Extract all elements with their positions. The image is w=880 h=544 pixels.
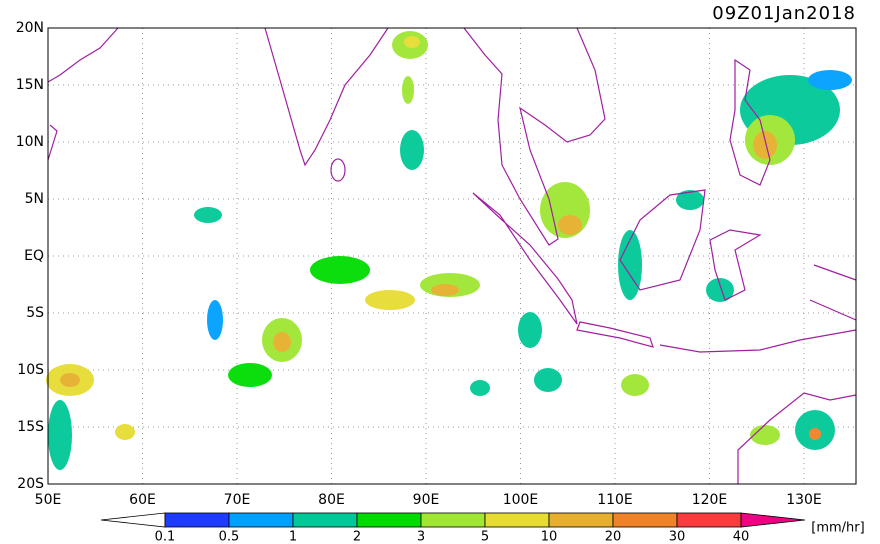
lon-label: 90E	[413, 492, 440, 508]
precipitation	[46, 31, 852, 470]
colorbar-label: 5	[481, 530, 489, 544]
colorbar-label: 30	[669, 530, 686, 544]
colorbar-swatch	[420, 512, 486, 528]
colorbar-end	[100, 512, 166, 528]
colorbar-swatch	[612, 512, 678, 528]
colorbar-end	[740, 512, 806, 528]
map-frame	[47, 27, 857, 485]
lon-label: 80E	[318, 492, 345, 508]
lon-label: 70E	[224, 492, 251, 508]
lat-label: 15N	[16, 77, 44, 93]
lat-label: 15S	[17, 419, 44, 435]
lat-label: EQ	[24, 248, 44, 264]
colorbar-swatch	[164, 512, 230, 528]
lat-label: 20S	[17, 476, 44, 492]
colorbar-label: 0.1	[155, 530, 176, 544]
colorbar-swatch	[228, 512, 294, 528]
colorbar-swatch	[292, 512, 358, 528]
colorbar: 0.1 0.5 1 2 3 5 10 20 30 40	[100, 512, 806, 544]
colorbar-swatch	[484, 512, 550, 528]
lon-label: 50E	[35, 492, 62, 508]
lon-label: 100E	[503, 492, 539, 508]
colorbar-label: 2	[353, 530, 361, 544]
colorbar-label: 20	[605, 530, 622, 544]
lat-label: 5N	[25, 191, 44, 207]
graticule: 50E 60E 70E 80E 90E 100E 110E 120E 130E 20N 15N 10N…	[16, 20, 856, 508]
lon-label: 130E	[786, 492, 822, 508]
colorbar-swatch	[676, 512, 742, 528]
lat-label: 10S	[17, 362, 44, 378]
colorbar-label: 0.5	[219, 530, 240, 544]
lon-label: 60E	[129, 492, 156, 508]
lat-label: 10N	[16, 134, 44, 150]
lat-label: 20N	[16, 20, 44, 36]
colorbar-label: 3	[417, 530, 425, 544]
colorbar-label: 40	[733, 530, 750, 544]
lat-label: 5S	[26, 305, 44, 321]
lon-label: 120E	[692, 492, 728, 508]
coastlines	[47, 27, 857, 484]
colorbar-swatch	[548, 512, 614, 528]
colorbar-unit: [mm/hr]	[811, 521, 864, 536]
colorbar-swatch	[356, 512, 422, 528]
colorbar-label: 10	[541, 530, 558, 544]
map-title: 09Z01Jan2018	[712, 3, 856, 24]
lon-label: 110E	[597, 492, 633, 508]
colorbar-label: 1	[289, 530, 297, 544]
